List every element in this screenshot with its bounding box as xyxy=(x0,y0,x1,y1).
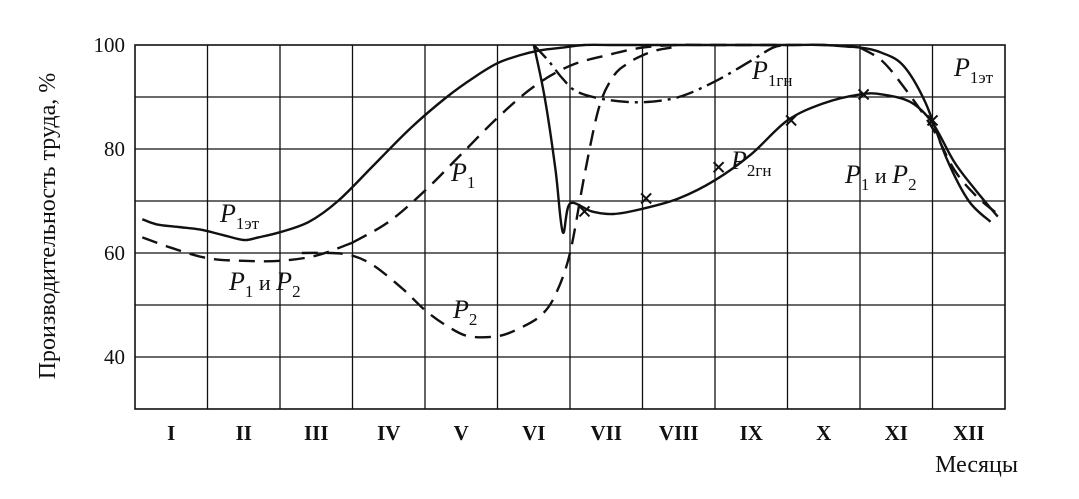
label-p2gn-sub: 2гн xyxy=(747,161,772,180)
label-p1-mid-main: P xyxy=(450,158,467,187)
label-p2-mid-sub: 2 xyxy=(469,310,478,329)
label-p1et-left-sub: 1эт xyxy=(236,214,260,233)
label-p2gn: P2гн xyxy=(730,146,771,180)
x-marker-stroke xyxy=(578,205,591,218)
x-marker xyxy=(578,205,591,218)
label-p1et-left-main: P xyxy=(219,199,236,228)
series-line-P2гн xyxy=(532,44,999,234)
series-line-P1 xyxy=(351,43,861,244)
y-tick-label: 60 xyxy=(104,241,125,265)
label-p1p2-right-a-sub: 1 xyxy=(861,175,870,194)
x-tick-label: IX xyxy=(740,421,763,445)
x-marker-stroke xyxy=(640,192,652,205)
x-tick-label: V xyxy=(454,421,469,445)
label-p2-mid-main: P xyxy=(452,295,469,324)
series-line-P1гн xyxy=(532,43,788,104)
x-tick-label: IV xyxy=(377,421,400,445)
label-p2gn-main: P xyxy=(730,146,747,175)
x-marker xyxy=(712,161,725,173)
label-p1et-right-sub: 1эт xyxy=(970,68,994,87)
month-labels: I II III IV V VI VII VIII IX X XI XII xyxy=(167,421,984,445)
x-tick-label: X xyxy=(816,421,831,445)
label-p2-mid: P2 xyxy=(452,295,477,329)
label-p1p2-left-b-sub: 2 xyxy=(292,282,301,301)
x-marker-stroke xyxy=(857,88,870,101)
x-tick-label: II xyxy=(236,421,252,445)
label-p1p2-right-conj: и xyxy=(869,163,892,188)
x-axis-title: Месяцы xyxy=(935,452,1018,478)
x-marker-stroke xyxy=(926,114,939,127)
label-p1p2-right-a: P xyxy=(844,160,861,189)
x-tick-label: III xyxy=(304,421,329,445)
y-axis-title: Производительность труда, % xyxy=(35,73,61,380)
grid xyxy=(134,44,1006,410)
x-tick-label: VIII xyxy=(659,421,699,445)
x-tick-label: VII xyxy=(590,421,622,445)
x-marker xyxy=(857,88,870,101)
label-p1p2-left-b: P xyxy=(275,267,292,296)
label-p1p2-right: P1 и P2 xyxy=(844,160,917,194)
x-marker xyxy=(926,114,939,127)
label-p1p2-left: P1 и P2 xyxy=(228,267,301,301)
y-tick-labels: 40 60 80 100 xyxy=(94,33,126,369)
label-p1et-right: P1эт xyxy=(953,53,994,87)
label-p1p2-left-a: P xyxy=(228,267,245,296)
label-p1-mid-sub: 1 xyxy=(467,173,476,192)
label-p1p2-left-a-sub: 1 xyxy=(245,282,254,301)
series-markers xyxy=(578,88,939,218)
label-p1gn: P1гн xyxy=(751,56,792,90)
series-line-P1 и P2 xyxy=(859,46,999,215)
x-tick-label: VI xyxy=(522,421,545,445)
label-p1p2-right-b: P xyxy=(891,160,908,189)
x-tick-label: I xyxy=(167,421,175,445)
label-p1gn-sub: 1гн xyxy=(768,71,793,90)
x-marker-stroke xyxy=(785,114,797,127)
label-p1et-left: P1эт xyxy=(219,199,260,233)
series-line-P1эт xyxy=(141,43,992,242)
y-tick-label: 40 xyxy=(104,345,125,369)
label-p1-mid: P1 xyxy=(450,158,475,192)
series-line-P2 xyxy=(301,46,672,339)
label-p1gn-main: P xyxy=(751,56,768,85)
x-tick-label: XI xyxy=(885,421,908,445)
x-marker-stroke xyxy=(712,161,725,173)
label-p1et-right-main: P xyxy=(953,53,970,82)
x-tick-label: XII xyxy=(953,421,985,445)
series-lines xyxy=(141,43,999,339)
x-marker xyxy=(640,192,652,205)
y-tick-label: 80 xyxy=(104,137,125,161)
y-tick-label: 100 xyxy=(94,33,126,57)
label-p1p2-left-conj: и xyxy=(253,270,276,295)
series-line-P1 и P2 xyxy=(141,236,353,263)
x-marker xyxy=(785,114,797,127)
label-p1p2-right-b-sub: 2 xyxy=(908,175,917,194)
